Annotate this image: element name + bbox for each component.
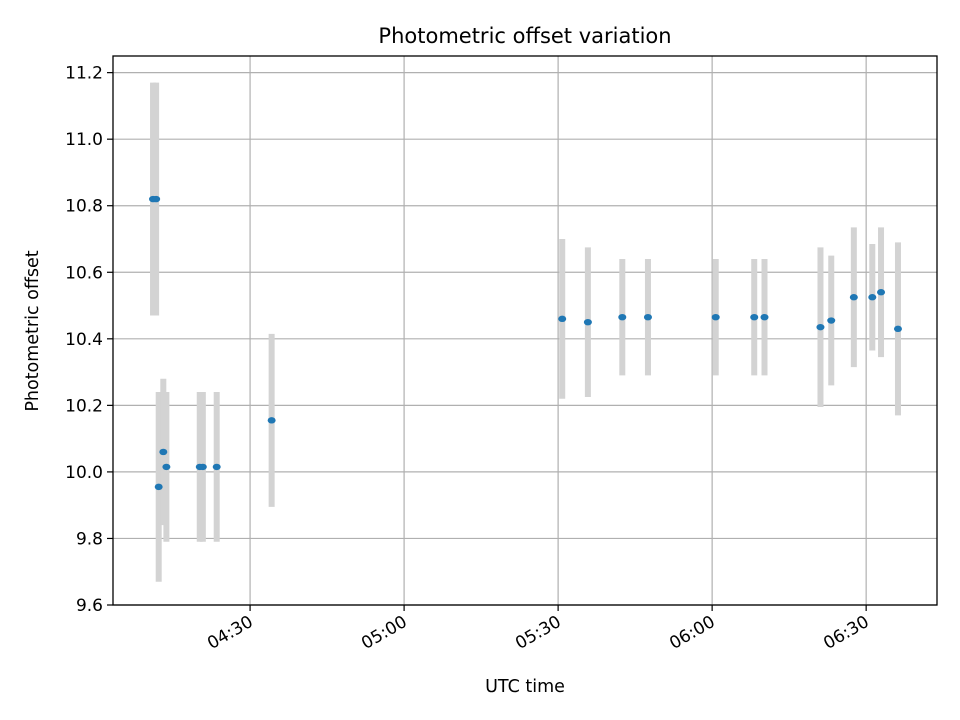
- data-point: [152, 195, 161, 203]
- y-axis: 9.6 9.8 10.0 10.2 10.4 10.6 10.8 11.0 11.2: [65, 64, 113, 616]
- y-tick-label: 9.6: [76, 596, 103, 616]
- data-point: [643, 313, 652, 321]
- data-points: [149, 195, 902, 491]
- plot-area-frame: [112, 55, 938, 606]
- y-tick-label: 10.4: [65, 330, 103, 350]
- data-point: [154, 483, 163, 491]
- data-point: [267, 417, 276, 424]
- data-point: [893, 325, 902, 333]
- x-axis-label: UTC time: [485, 677, 565, 697]
- y-tick-label: 10.2: [65, 396, 103, 416]
- y-tick-label: 10.8: [65, 197, 103, 217]
- data-point: [760, 313, 769, 321]
- data-point: [816, 323, 825, 331]
- data-point: [212, 463, 221, 471]
- data-point: [159, 448, 168, 456]
- grid: [113, 56, 937, 606]
- data-point: [198, 463, 207, 471]
- chart-title: Photometric offset variation: [378, 24, 671, 48]
- data-point: [618, 313, 627, 321]
- data-point: [162, 463, 171, 471]
- y-tick-label: 11.0: [65, 130, 103, 150]
- data-point: [583, 318, 592, 326]
- y-tick-label: 9.8: [76, 529, 103, 549]
- data-point: [877, 289, 886, 296]
- y-tick-label: 10.0: [65, 463, 103, 483]
- data-point: [868, 294, 877, 301]
- y-axis-label: Photometric offset: [23, 250, 43, 411]
- y-tick-label: 11.2: [65, 64, 103, 84]
- y-tick-label: 10.6: [65, 263, 103, 283]
- data-point: [827, 317, 836, 324]
- data-point: [849, 294, 858, 301]
- data-point: [558, 315, 567, 323]
- data-point: [750, 313, 759, 321]
- data-point: [711, 313, 720, 321]
